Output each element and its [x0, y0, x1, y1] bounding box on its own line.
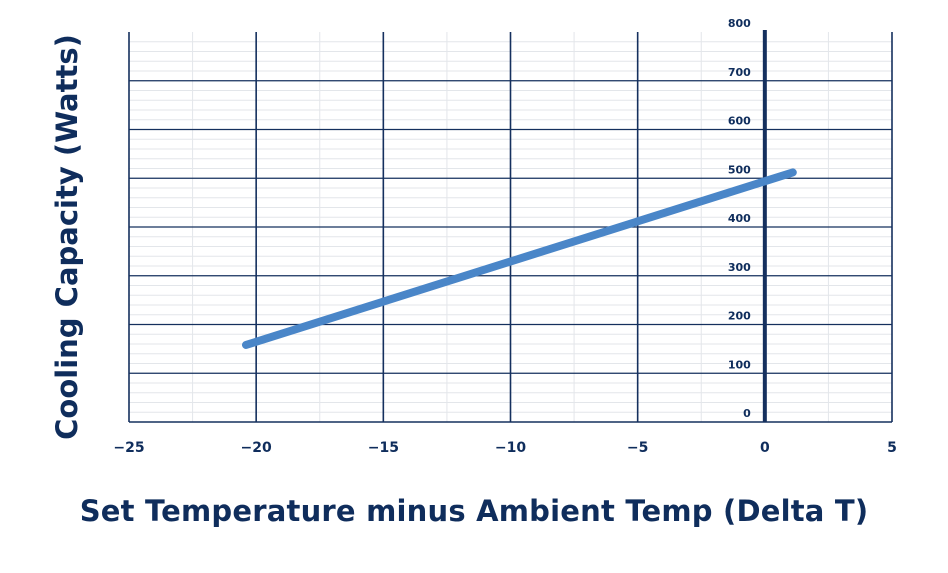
y-tick-label: 500 — [728, 163, 751, 176]
tick-layer: −25 −20 −15 −10 −5 0 5010020030040050060070080… — [113, 17, 896, 456]
y-tick-label: 100 — [728, 358, 751, 371]
x-tick-label: −25 — [113, 440, 144, 456]
x-tick-label: −5 — [627, 440, 648, 456]
y-tick-label: 200 — [728, 310, 751, 323]
y-tick-label: 600 — [728, 115, 751, 128]
x-tick-label: −15 — [368, 440, 399, 456]
y-tick-label: 0 — [743, 407, 751, 420]
series-layer — [241, 168, 797, 349]
series-line — [241, 168, 797, 349]
y-axis-label: Cooling Capacity (Watts) — [50, 34, 84, 440]
x-axis-label: Set Temperature minus Ambient Temp (Delt… — [79, 494, 869, 528]
y-tick-label: 300 — [728, 261, 751, 274]
x-tick-label: −10 — [495, 440, 526, 456]
major-grid — [128, 30, 893, 423]
x-tick-label: 5 — [887, 440, 897, 456]
y-tick-label: 800 — [728, 17, 751, 30]
y-tick-label: 400 — [728, 212, 751, 225]
x-tick-label: 0 — [760, 440, 770, 456]
y-tick-label: 700 — [728, 66, 751, 79]
x-tick-label: −20 — [241, 440, 272, 456]
